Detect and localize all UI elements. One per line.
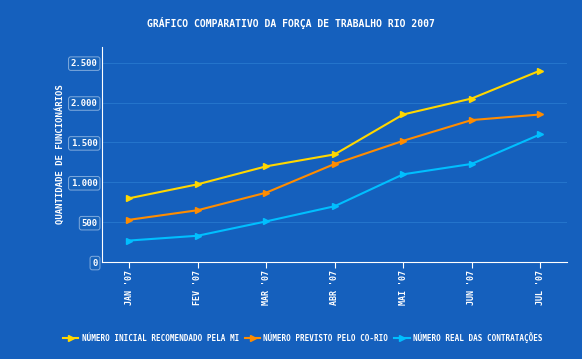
Text: GRÁFICO COMPARATIVO DA FORÇA DE TRABALHO RIO 2007: GRÁFICO COMPARATIVO DA FORÇA DE TRABALHO… [147, 17, 435, 29]
Legend: NÚMERO INICIAL RECOMENDADO PELA MI, NÚMERO PREVISTO PELO CO-RIO, NÚMERO REAL DAS: NÚMERO INICIAL RECOMENDADO PELA MI, NÚME… [60, 329, 545, 346]
Y-axis label: QUANTIDADE DE FUNCIONÁRIOS: QUANTIDADE DE FUNCIONÁRIOS [56, 84, 65, 224]
